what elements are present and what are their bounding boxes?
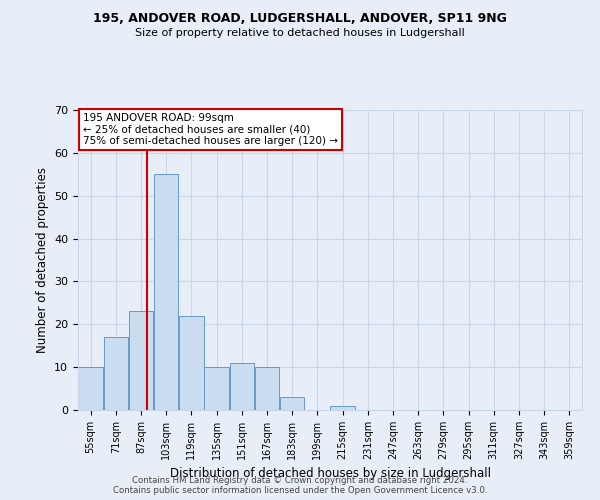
Bar bbox=[179, 316, 203, 410]
Y-axis label: Number of detached properties: Number of detached properties bbox=[35, 167, 49, 353]
Bar bbox=[331, 406, 355, 410]
Bar bbox=[129, 312, 153, 410]
Bar bbox=[255, 367, 279, 410]
Bar bbox=[280, 397, 304, 410]
Text: Contains HM Land Registry data © Crown copyright and database right 2024.: Contains HM Land Registry data © Crown c… bbox=[132, 476, 468, 485]
Bar bbox=[230, 363, 254, 410]
Text: Contains public sector information licensed under the Open Government Licence v3: Contains public sector information licen… bbox=[113, 486, 487, 495]
Text: Size of property relative to detached houses in Ludgershall: Size of property relative to detached ho… bbox=[135, 28, 465, 38]
Bar bbox=[154, 174, 178, 410]
Bar bbox=[205, 367, 229, 410]
X-axis label: Distribution of detached houses by size in Ludgershall: Distribution of detached houses by size … bbox=[170, 468, 491, 480]
Bar bbox=[104, 337, 128, 410]
Text: 195, ANDOVER ROAD, LUDGERSHALL, ANDOVER, SP11 9NG: 195, ANDOVER ROAD, LUDGERSHALL, ANDOVER,… bbox=[93, 12, 507, 26]
Text: 195 ANDOVER ROAD: 99sqm
← 25% of detached houses are smaller (40)
75% of semi-de: 195 ANDOVER ROAD: 99sqm ← 25% of detache… bbox=[83, 113, 338, 146]
Bar bbox=[79, 367, 103, 410]
